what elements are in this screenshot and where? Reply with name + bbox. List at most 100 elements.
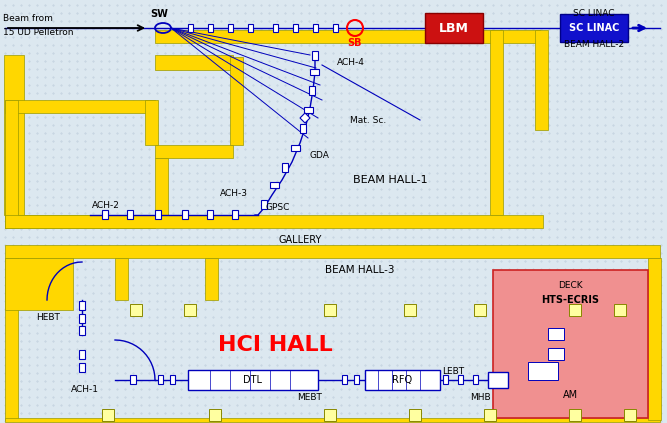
Bar bbox=[130, 376, 136, 385]
Bar bbox=[5, 215, 543, 228]
Bar bbox=[493, 270, 648, 418]
Text: ACH-2: ACH-2 bbox=[92, 201, 120, 209]
Bar bbox=[261, 201, 267, 209]
Bar bbox=[155, 55, 233, 70]
Bar bbox=[157, 376, 163, 385]
Text: HEBT: HEBT bbox=[36, 313, 60, 322]
Text: 15 UD Pelletron: 15 UD Pelletron bbox=[3, 27, 73, 36]
Bar bbox=[342, 376, 346, 385]
Text: MEBT: MEBT bbox=[297, 393, 322, 403]
Bar bbox=[227, 24, 233, 32]
Bar bbox=[303, 107, 313, 113]
Bar bbox=[115, 258, 128, 300]
Bar bbox=[79, 363, 85, 373]
Bar bbox=[488, 372, 508, 388]
Bar bbox=[425, 13, 483, 43]
Text: LBM: LBM bbox=[439, 22, 469, 35]
Text: ACH-1: ACH-1 bbox=[71, 385, 99, 395]
Text: HCI HALL: HCI HALL bbox=[217, 335, 332, 355]
Bar bbox=[484, 409, 496, 421]
Bar bbox=[155, 158, 168, 215]
Bar bbox=[102, 409, 114, 421]
Bar bbox=[79, 313, 85, 322]
Bar bbox=[207, 24, 213, 32]
Text: LEBT: LEBT bbox=[442, 368, 464, 376]
Polygon shape bbox=[300, 113, 310, 123]
Bar bbox=[130, 304, 142, 316]
Bar bbox=[548, 348, 564, 360]
Text: Beam from: Beam from bbox=[3, 14, 53, 22]
Bar bbox=[4, 55, 24, 215]
Text: DTL: DTL bbox=[243, 375, 263, 385]
Bar bbox=[169, 376, 175, 385]
Bar bbox=[5, 258, 18, 420]
Bar bbox=[5, 100, 18, 228]
Bar bbox=[535, 30, 548, 130]
Bar bbox=[209, 409, 221, 421]
Bar bbox=[309, 85, 315, 94]
Bar bbox=[472, 376, 478, 385]
Bar bbox=[155, 211, 161, 220]
Bar bbox=[442, 376, 448, 385]
Bar bbox=[5, 215, 155, 228]
Text: BEAM HALL-2: BEAM HALL-2 bbox=[564, 39, 624, 49]
Bar bbox=[187, 24, 193, 32]
Bar bbox=[273, 24, 277, 32]
Bar bbox=[155, 30, 540, 43]
Bar bbox=[528, 362, 558, 380]
Bar bbox=[127, 211, 133, 220]
Bar bbox=[300, 124, 306, 132]
Bar bbox=[102, 211, 108, 220]
Text: MHB: MHB bbox=[470, 393, 490, 403]
Bar bbox=[354, 376, 358, 385]
Text: GALLERY: GALLERY bbox=[278, 235, 321, 245]
Bar bbox=[488, 376, 492, 385]
Text: BEAM HALL-1: BEAM HALL-1 bbox=[353, 175, 428, 185]
Text: Mat. Sc.: Mat. Sc. bbox=[350, 115, 386, 124]
Bar bbox=[404, 304, 416, 316]
Bar bbox=[230, 57, 243, 145]
Bar bbox=[648, 258, 661, 420]
Bar bbox=[313, 24, 317, 32]
Bar bbox=[474, 304, 486, 316]
Text: BEAM HALL-3: BEAM HALL-3 bbox=[325, 265, 395, 275]
Bar bbox=[614, 304, 626, 316]
Text: GDA: GDA bbox=[310, 151, 330, 159]
Bar bbox=[155, 145, 233, 158]
Bar bbox=[5, 418, 660, 422]
Bar bbox=[5, 100, 155, 113]
Bar bbox=[182, 211, 188, 220]
Bar bbox=[79, 300, 85, 310]
Text: SC LINAC: SC LINAC bbox=[573, 8, 615, 17]
Bar bbox=[205, 258, 218, 300]
Bar bbox=[365, 370, 440, 390]
Bar bbox=[293, 24, 297, 32]
Text: SB: SB bbox=[348, 38, 362, 48]
Bar bbox=[5, 245, 660, 258]
Bar bbox=[569, 409, 581, 421]
Bar bbox=[333, 24, 338, 32]
Bar bbox=[291, 145, 299, 151]
Bar bbox=[79, 326, 85, 335]
Bar bbox=[309, 69, 319, 75]
Bar bbox=[247, 24, 253, 32]
Bar bbox=[324, 304, 336, 316]
Bar bbox=[490, 30, 503, 215]
Bar bbox=[548, 328, 564, 340]
Text: GPSC: GPSC bbox=[265, 203, 289, 212]
Bar bbox=[188, 370, 318, 390]
Bar bbox=[324, 409, 336, 421]
Bar bbox=[207, 211, 213, 220]
Text: RFQ: RFQ bbox=[392, 375, 412, 385]
Bar bbox=[569, 304, 581, 316]
Bar bbox=[232, 211, 238, 220]
Bar bbox=[458, 376, 462, 385]
Bar bbox=[79, 351, 85, 360]
Text: AM: AM bbox=[563, 390, 578, 400]
Bar bbox=[269, 182, 279, 188]
Text: SW: SW bbox=[150, 9, 168, 19]
Bar bbox=[5, 258, 73, 310]
Bar bbox=[282, 164, 288, 173]
Bar bbox=[312, 50, 318, 60]
Bar bbox=[560, 14, 628, 42]
